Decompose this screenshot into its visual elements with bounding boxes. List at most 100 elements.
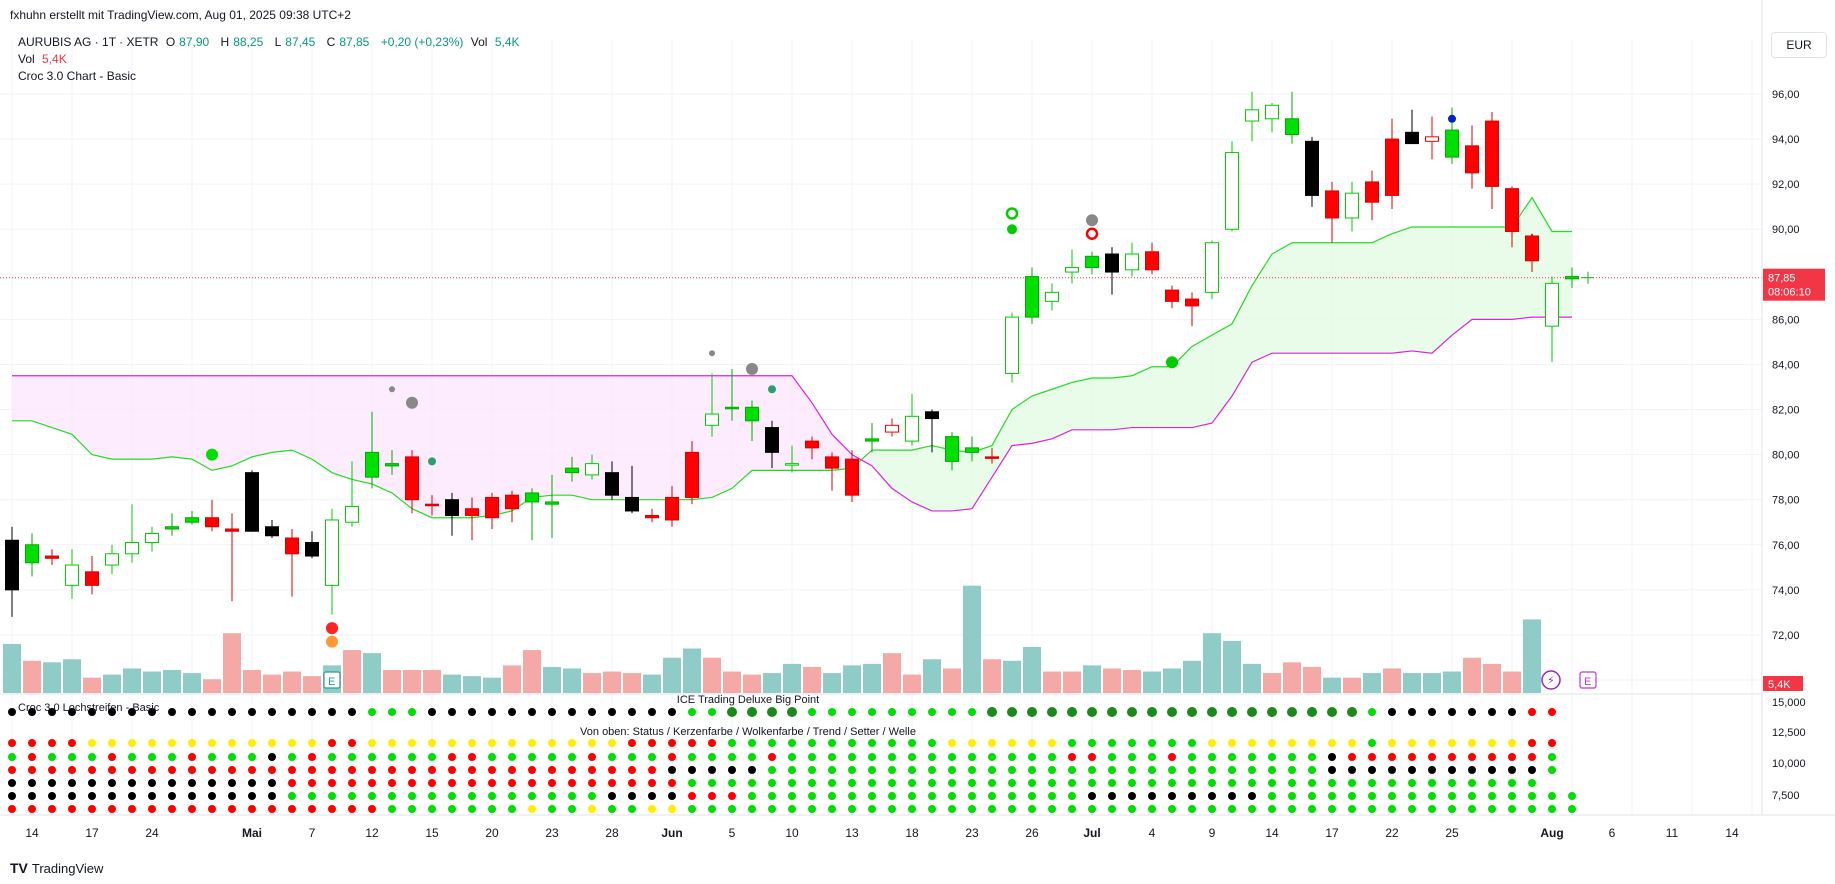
candle-body bbox=[1445, 129, 1459, 158]
x-tick-label: Aug bbox=[1540, 826, 1563, 840]
signal-grid-dot bbox=[248, 792, 256, 800]
signal-grid-dot bbox=[428, 779, 436, 787]
signal-dot bbox=[709, 350, 715, 357]
candle-body bbox=[1565, 276, 1579, 280]
signal-grid-dot bbox=[1428, 805, 1436, 813]
volume-bar bbox=[363, 653, 381, 693]
volume-bar bbox=[1403, 673, 1421, 693]
volume-bar bbox=[583, 673, 601, 693]
signal-grid-dot bbox=[448, 708, 456, 716]
candle-body bbox=[185, 517, 199, 523]
signal-grid-dot bbox=[368, 779, 376, 787]
signal-grid-dot bbox=[868, 766, 876, 774]
signal-grid-dot bbox=[1408, 708, 1416, 716]
volume-bar bbox=[283, 671, 301, 693]
signal-grid-dot bbox=[1208, 805, 1216, 813]
signal-grid-dot bbox=[68, 792, 76, 800]
volume-bar bbox=[43, 662, 61, 693]
x-tick-label: 23 bbox=[965, 826, 979, 840]
signal-grid-dot bbox=[748, 739, 756, 747]
signal-grid-dot bbox=[428, 739, 436, 747]
signal-grid-dot bbox=[1388, 805, 1396, 813]
candle-body bbox=[585, 463, 599, 476]
signal-grid-dot bbox=[808, 792, 816, 800]
signal-grid-dot bbox=[308, 739, 316, 747]
signal-grid-dot bbox=[288, 766, 296, 774]
signal-grid-dot bbox=[188, 708, 196, 716]
signal-grid-dot bbox=[1528, 739, 1536, 747]
signal-grid-dot bbox=[1288, 753, 1296, 761]
signal-grid-dot bbox=[668, 739, 676, 747]
signal-grid-dot bbox=[1248, 753, 1256, 761]
x-tick-label: 25 bbox=[1445, 826, 1459, 840]
signal-grid-dot bbox=[268, 779, 276, 787]
signal-grid-dot bbox=[248, 753, 256, 761]
signal-grid-dot bbox=[668, 708, 676, 716]
signal-grid-dot bbox=[308, 766, 316, 774]
signal-grid-dot bbox=[668, 766, 676, 774]
signal-grid-dot bbox=[568, 739, 576, 747]
signal-grid-dot bbox=[1508, 766, 1516, 774]
y-tick-label: 90,00 bbox=[1772, 224, 1800, 236]
volume-bar bbox=[243, 670, 261, 693]
signal-grid-dot bbox=[728, 753, 736, 761]
signal-grid-dot bbox=[348, 792, 356, 800]
candle-body bbox=[645, 514, 659, 519]
volume-bar bbox=[803, 666, 821, 693]
signal-grid-dot bbox=[448, 739, 456, 747]
last-price-tag bbox=[1763, 268, 1825, 301]
volume-bar bbox=[463, 676, 481, 693]
signal-grid-dot bbox=[428, 708, 436, 716]
legend-indicator[interactable]: Croc 3.0 Chart - Basic bbox=[18, 69, 137, 83]
x-tick-label: 17 bbox=[1325, 826, 1339, 840]
signal-grid-dot bbox=[1108, 792, 1116, 800]
signal-grid-dot bbox=[88, 766, 96, 774]
volume-bar bbox=[1343, 677, 1361, 693]
signal-grid-dot bbox=[108, 805, 116, 813]
candle-body bbox=[1385, 138, 1399, 196]
signal-grid-dot bbox=[668, 779, 676, 787]
signal-grid-dot bbox=[808, 805, 816, 813]
volume-bar bbox=[1163, 668, 1181, 693]
x-tick-label: 22 bbox=[1385, 826, 1399, 840]
signal-grid-dot bbox=[188, 739, 196, 747]
signal-grid-dot bbox=[1168, 792, 1176, 800]
signal-grid-dot bbox=[728, 805, 736, 813]
candle-body bbox=[745, 406, 759, 422]
signal-grid-dot bbox=[268, 792, 276, 800]
candle-body bbox=[145, 533, 159, 544]
signal-grid-dot bbox=[1248, 779, 1256, 787]
signal-grid-dot bbox=[188, 805, 196, 813]
signal-grid-dot bbox=[768, 739, 776, 747]
volume-bar bbox=[903, 674, 921, 693]
signal-grid-dot bbox=[1488, 753, 1496, 761]
signal-grid-dot bbox=[908, 753, 916, 761]
signal-grid-dot bbox=[1188, 766, 1196, 774]
signal-grid-dot bbox=[288, 708, 296, 716]
candle-body bbox=[65, 564, 79, 586]
signal-grid-dot bbox=[1368, 708, 1376, 716]
signal-grid-dot bbox=[1408, 739, 1416, 747]
volume-bar bbox=[923, 659, 941, 693]
signal-grid-dot bbox=[688, 792, 696, 800]
volume-bar bbox=[1003, 660, 1021, 693]
signal-grid-dot bbox=[1468, 708, 1476, 716]
currency-selector[interactable]: EUR bbox=[1771, 32, 1827, 58]
signal-grid-dot bbox=[1168, 779, 1176, 787]
signal-grid-dot bbox=[1368, 792, 1376, 800]
volume-bar bbox=[1503, 671, 1521, 693]
signal-grid-dot bbox=[968, 805, 976, 813]
signal-grid-dot bbox=[948, 753, 956, 761]
signal-grid-dot bbox=[268, 708, 276, 716]
signal-grid-dot bbox=[888, 753, 896, 761]
signal-grid-dot bbox=[448, 805, 456, 813]
pane2-indicator-label[interactable]: Croc 3.0 Lochstreifen - Basic bbox=[18, 702, 160, 714]
signal-grid-dot bbox=[1088, 753, 1096, 761]
volume-bar bbox=[843, 665, 861, 693]
tradingview-logo[interactable]: TV TradingView bbox=[10, 860, 104, 876]
signal-grid-dot bbox=[808, 753, 816, 761]
signal-grid-dot bbox=[1308, 753, 1316, 761]
candle-body bbox=[225, 528, 239, 532]
signal-grid-dot bbox=[908, 708, 916, 716]
